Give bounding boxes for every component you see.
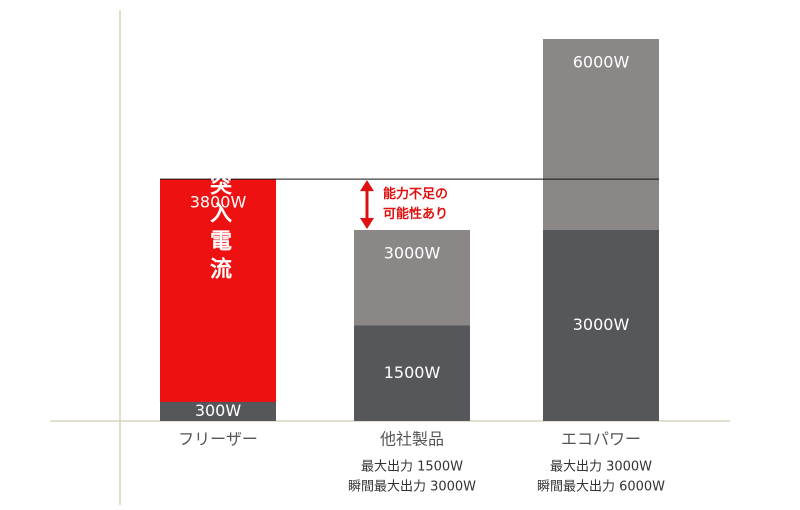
value-label: 3000W [573, 315, 630, 334]
x-tick-label: 他社製品 [380, 430, 444, 449]
category-note: 最大出力 1500W [361, 460, 463, 475]
category-note: 最大出力 3000W [550, 460, 652, 475]
category-note: 瞬間最大出力 6000W [537, 480, 665, 495]
category-note: 瞬間最大出力 3000W [348, 480, 476, 495]
inrush-label: 突入電流 [206, 172, 232, 285]
bar [160, 401, 276, 421]
bar [160, 179, 276, 421]
arrow-head [360, 218, 374, 229]
value-label: 1500W [384, 363, 441, 382]
value-label: 3800W [190, 193, 247, 212]
x-tick-label: エコパワー [561, 430, 641, 449]
value-label: 300W [195, 401, 242, 420]
value-label: 6000W [573, 53, 630, 72]
x-tick-label: フリーザー [178, 430, 258, 449]
value-label: 3000W [384, 244, 441, 263]
bar [543, 230, 659, 421]
shortfall-label: 可能性あり [383, 206, 448, 222]
bar [354, 325, 470, 421]
shortfall-label: 能力不足の [383, 186, 448, 202]
arrow-head [360, 180, 374, 192]
